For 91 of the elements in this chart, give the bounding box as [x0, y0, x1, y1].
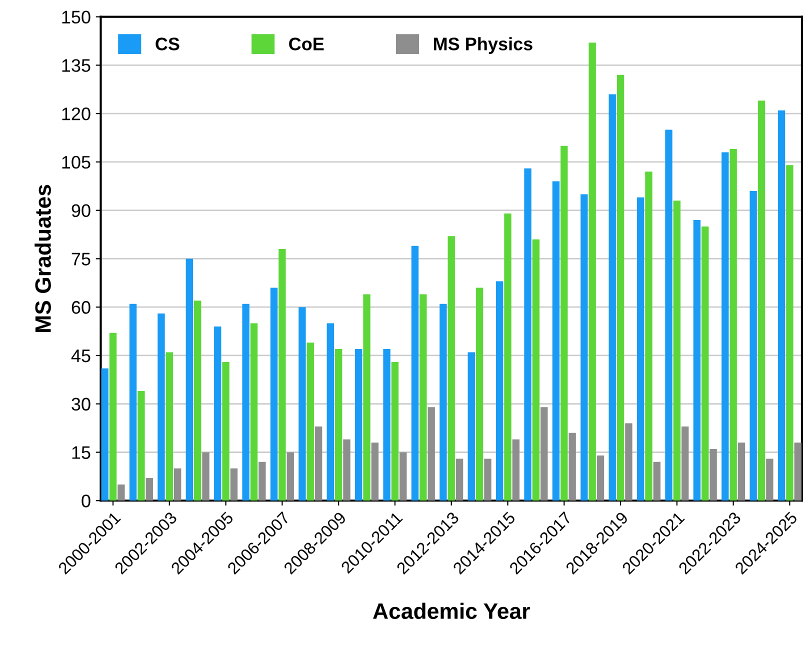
bar [794, 442, 802, 501]
bar [202, 452, 210, 501]
bar [448, 236, 455, 501]
y-tick-label: 30 [72, 398, 90, 411]
y-tick-label: 75 [72, 252, 90, 266]
bar [129, 304, 137, 501]
y-tick-label: 0 [82, 494, 90, 508]
bar [468, 352, 475, 501]
bar [766, 458, 774, 501]
bar [146, 478, 153, 501]
y-axis-title: MS Graduates [34, 184, 51, 332]
bar [758, 100, 766, 501]
bar [428, 407, 435, 501]
legend-label: CoE [289, 38, 324, 50]
bar [298, 307, 306, 501]
bar [568, 432, 576, 501]
bar [214, 326, 222, 501]
bar [540, 407, 548, 501]
bar [552, 181, 560, 501]
bar [456, 458, 464, 501]
legend-label: MS Physics [434, 37, 532, 54]
bar [363, 294, 370, 501]
bar [222, 362, 230, 501]
bar [242, 304, 250, 501]
bar [673, 200, 681, 501]
bar [101, 368, 108, 501]
bar [250, 323, 258, 501]
bar [420, 294, 427, 501]
bar [186, 258, 194, 501]
y-tick-label: 60 [72, 301, 90, 314]
bar [512, 439, 520, 501]
y-tick-label: 45 [71, 350, 90, 362]
bar [109, 332, 117, 501]
bar [778, 110, 786, 501]
bar [616, 74, 624, 501]
y-tick-label: 90 [72, 204, 90, 218]
bar [371, 442, 379, 501]
bar [383, 349, 390, 501]
bar [653, 462, 660, 501]
bar [532, 239, 540, 501]
bar [645, 172, 652, 501]
bar [391, 362, 399, 501]
x-axis-title: Academic Year [373, 602, 530, 620]
bar [504, 214, 512, 501]
bar [166, 352, 174, 501]
bar [400, 452, 407, 501]
bar [730, 149, 737, 501]
bar [580, 194, 588, 501]
bar [596, 455, 604, 501]
bar [258, 462, 266, 501]
bar [334, 349, 342, 501]
bar [343, 439, 350, 501]
bar [693, 220, 701, 501]
bar [138, 390, 145, 501]
bar [702, 226, 709, 501]
bar [306, 342, 314, 501]
bar [484, 458, 492, 501]
bar [118, 484, 125, 501]
bar [738, 442, 746, 501]
bar [496, 281, 504, 501]
bar [722, 152, 729, 501]
y-tick-label: 15 [72, 446, 90, 459]
legend-label: CS [156, 38, 180, 50]
bar [524, 168, 532, 501]
bar [786, 165, 794, 501]
bar [326, 323, 334, 501]
bar [710, 449, 717, 501]
y-tick-label: 105 [62, 156, 90, 169]
bar [270, 288, 278, 501]
bar [174, 468, 182, 501]
bar [230, 468, 238, 501]
bar [682, 426, 689, 501]
bar [194, 300, 202, 501]
bar [314, 426, 322, 501]
bar [286, 452, 294, 501]
bar [750, 190, 757, 501]
bar [278, 249, 286, 501]
y-tick-label: 120 [62, 108, 90, 120]
bar [476, 288, 484, 501]
bar [608, 94, 616, 501]
y-tick-label: 135 [62, 59, 90, 72]
bar [560, 146, 568, 501]
bar [625, 423, 632, 501]
bar [588, 42, 596, 501]
bar [355, 349, 362, 501]
bar [665, 130, 672, 501]
bar [411, 246, 419, 501]
bar [440, 304, 447, 501]
bar [636, 197, 644, 501]
bar [158, 314, 165, 501]
y-tick-label: 150 [62, 10, 90, 24]
